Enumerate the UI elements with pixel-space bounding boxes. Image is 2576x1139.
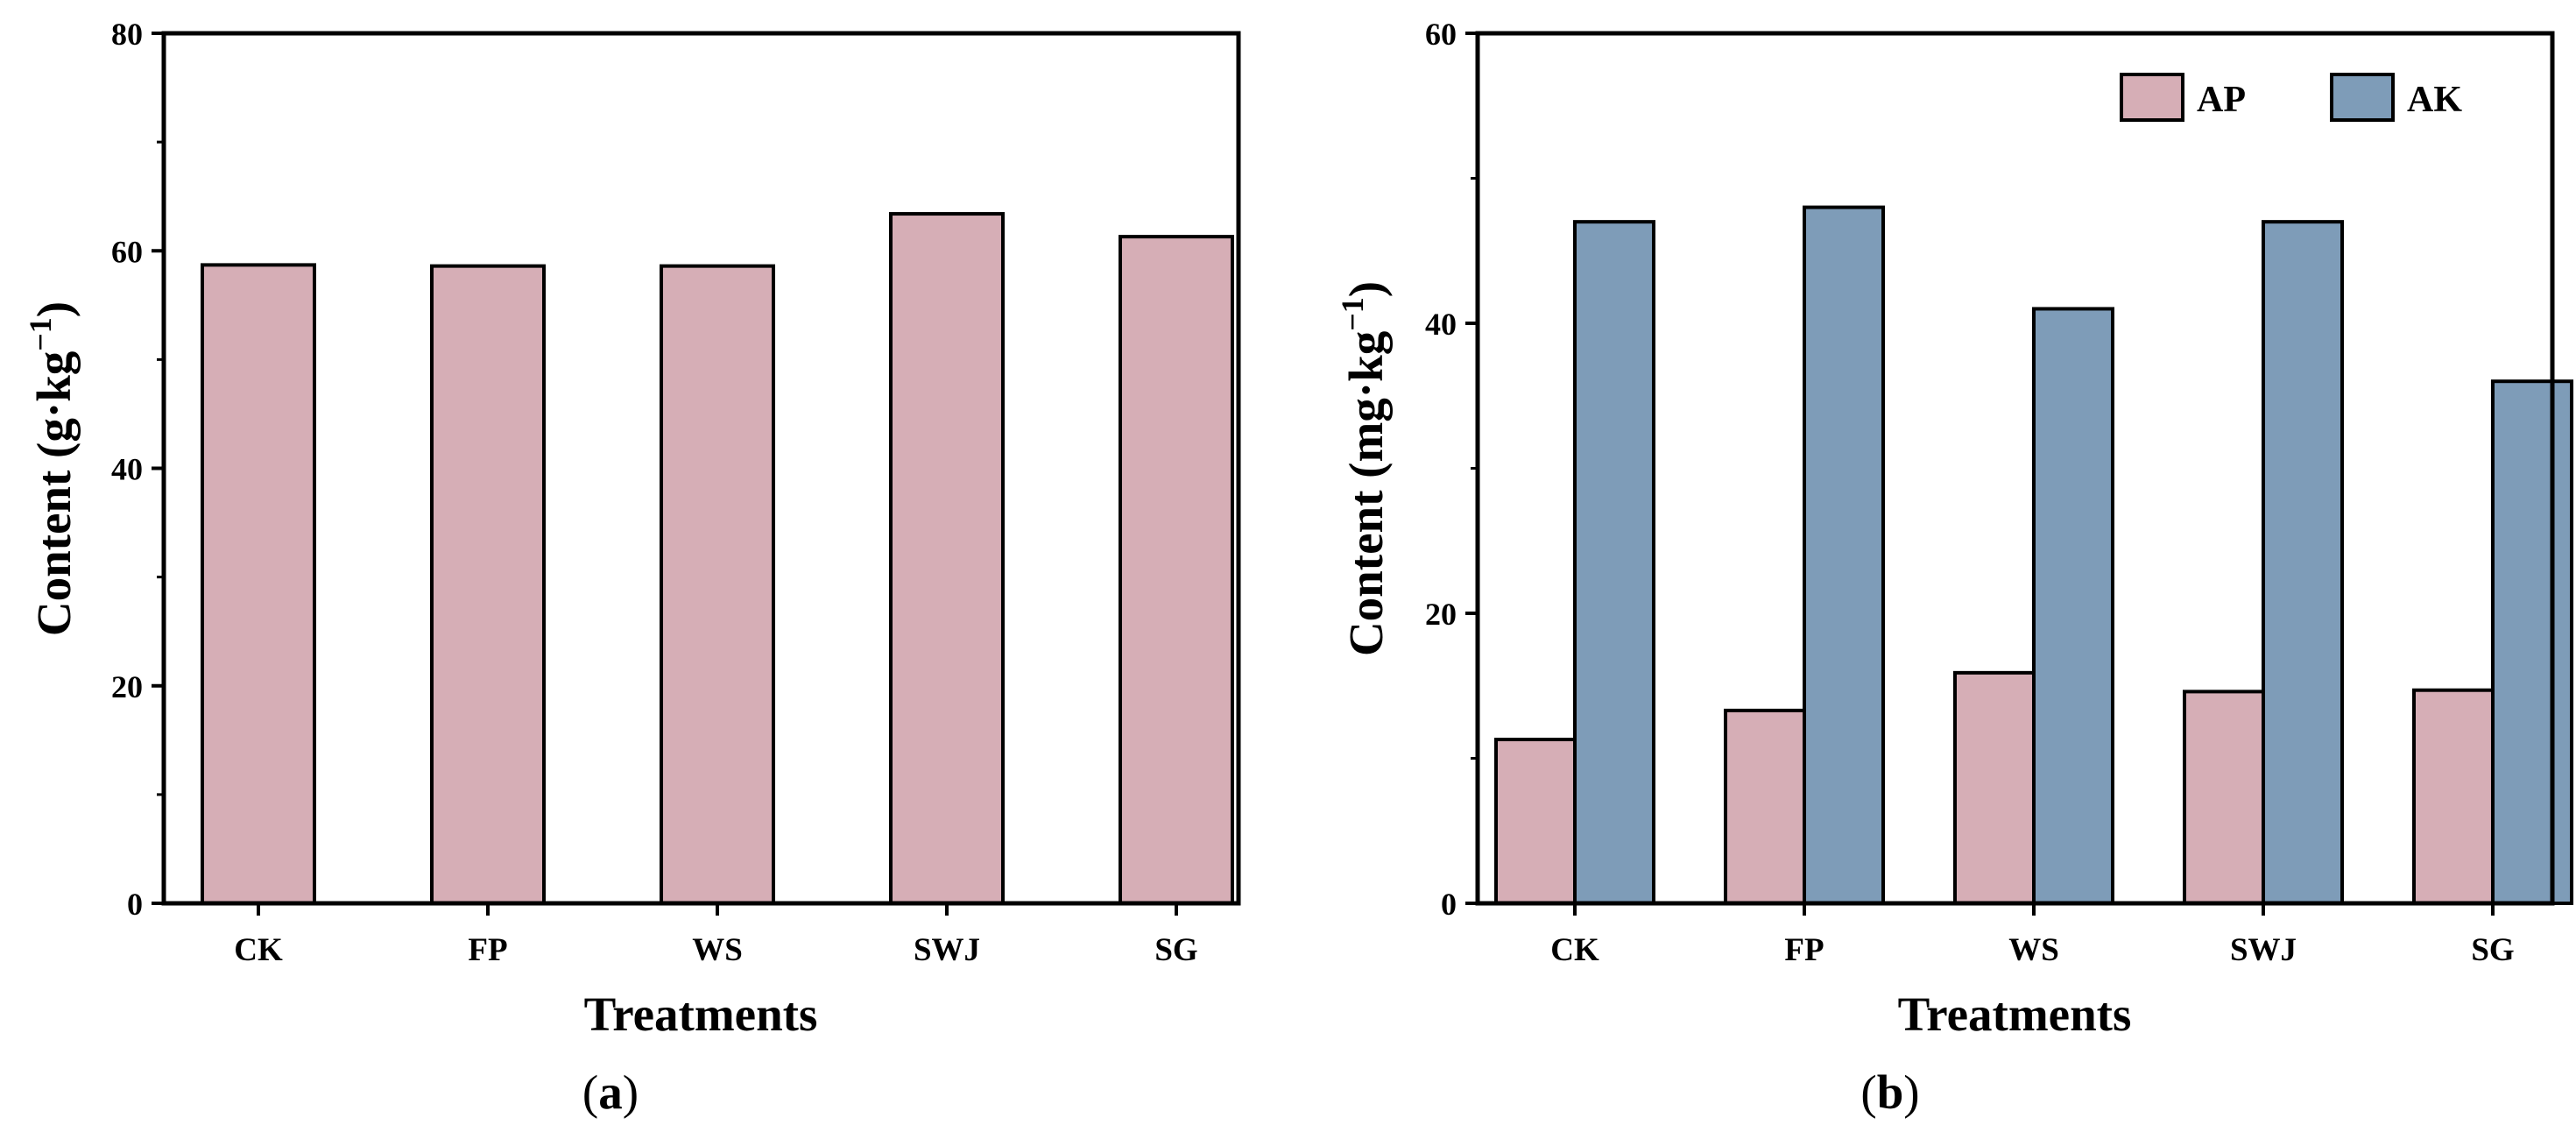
panel-b-x-axis-title: Treatments [1898, 987, 2132, 1041]
y-tick-label-a-60: 60 [111, 234, 143, 269]
bar-a-content-ws [660, 264, 775, 905]
bar-b-ap-sg [2412, 688, 2495, 906]
bar-b-ak-swj [2262, 220, 2344, 905]
bar-a-content-sg [1119, 235, 1234, 905]
y-tick-label-b-20: 20 [1425, 597, 1457, 632]
bar-b-ak-ck [1573, 220, 1655, 905]
panel-b-y-ticks: 0 20 40 60 [1425, 17, 1478, 922]
bar-a-content-ck [201, 263, 316, 906]
panel-a-caption: (a) [582, 1065, 639, 1119]
x-tick-label-a-fp: FP [468, 932, 507, 968]
panel-b-caption: (b) [1860, 1065, 1919, 1119]
panel-a-y-axis-title: Content (g·kg−1) [23, 301, 81, 636]
legend-swatch-ak [2330, 73, 2395, 122]
x-tick-label-a-sg: SG [1154, 932, 1197, 968]
x-tick-label-a-ck: CK [234, 932, 283, 968]
panel-a-bars [201, 212, 1234, 906]
y-tick-label-a-40: 40 [111, 452, 143, 487]
x-tick-label-a-ws: WS [692, 932, 743, 968]
bar-b-ap-swj [2183, 690, 2265, 905]
panel-b-y-axis-title: Content (mg·kg−1) [1335, 281, 1393, 656]
legend-label-ak: AK [2407, 80, 2462, 120]
panel-a-x-axis-title: Treatments [584, 987, 818, 1041]
bar-b-ap-fp [1724, 708, 1806, 906]
y-tick-label-b-60: 60 [1425, 17, 1457, 52]
panel-a-y-ticks: 0 20 40 60 80 [111, 17, 164, 922]
legend-swatch-ap [2120, 73, 2184, 122]
bar-b-ak-fp [1803, 205, 1885, 906]
bar-b-ak-sg [2491, 379, 2573, 905]
panel-b-legend: AP AK [2120, 73, 2462, 122]
panel-a: 0 20 40 60 80 CK FP WS SWJ SG Treatments Content… [23, 17, 1241, 1119]
y-tick-label-b-0: 0 [1441, 887, 1457, 922]
panel-b-x-ticks: CK FP WS SWJ SG [1550, 903, 2515, 968]
x-tick-label-b-fp: FP [1784, 932, 1824, 968]
x-tick-label-b-ws: WS [2008, 932, 2059, 968]
legend-label-ap: AP [2197, 80, 2246, 120]
bar-a-content-fp [430, 264, 546, 905]
x-tick-label-a-swj: SWJ [914, 932, 980, 968]
y-tick-label-b-40: 40 [1425, 307, 1457, 342]
y-tick-label-a-80: 80 [111, 17, 143, 52]
bar-b-ap-ck [1494, 737, 1577, 905]
panel-a-x-ticks: CK FP WS SWJ SG [234, 903, 1198, 968]
y-tick-label-a-20: 20 [111, 669, 143, 704]
bar-b-ak-ws [2032, 307, 2114, 905]
panel-b: 0 20 40 60 CK FP WS SWJ SG AP AK Treatments Con… [1335, 17, 2573, 1119]
bar-a-content-swj [889, 212, 1005, 906]
x-tick-label-b-sg: SG [2471, 932, 2514, 968]
y-tick-label-a-0: 0 [127, 887, 143, 922]
panel-b-bars [1494, 205, 2573, 906]
x-tick-label-b-ck: CK [1550, 932, 1599, 968]
bar-b-ap-ws [1953, 670, 2036, 905]
x-tick-label-b-swj: SWJ [2230, 932, 2297, 968]
